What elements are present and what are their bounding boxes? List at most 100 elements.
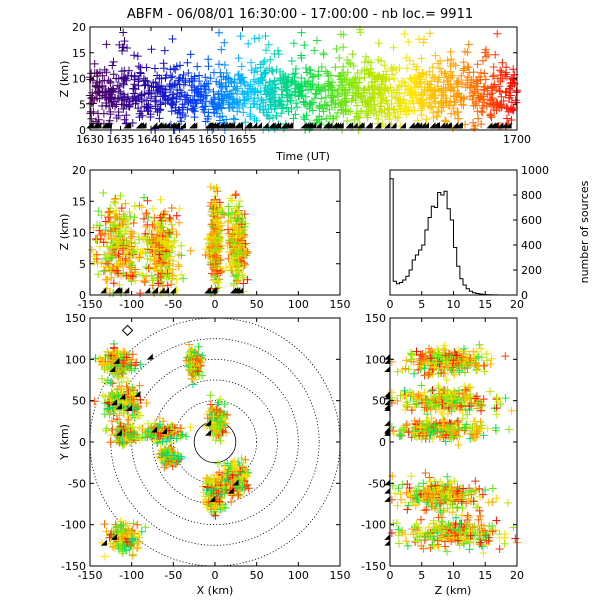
x-z-point xyxy=(231,214,240,223)
x-z-point xyxy=(212,238,221,247)
time-height-point xyxy=(404,103,412,112)
time-height-point xyxy=(224,93,233,102)
time-height-point xyxy=(204,55,213,64)
time-height-point xyxy=(422,115,431,124)
x-z-point xyxy=(103,242,112,251)
time-height-station xyxy=(246,122,253,129)
time-height-point xyxy=(250,114,259,123)
time-height-point xyxy=(177,117,186,126)
time-height-point xyxy=(310,46,319,55)
time-height-point xyxy=(207,97,216,106)
time-height-point xyxy=(487,89,496,98)
time-height-point xyxy=(463,76,471,85)
time-height-point xyxy=(181,112,190,120)
x-z-point xyxy=(216,219,225,228)
time-height-point xyxy=(289,39,298,48)
time-height-point xyxy=(293,80,301,89)
time-height-point xyxy=(366,64,375,73)
time-height-point xyxy=(109,70,118,79)
z-y-point xyxy=(493,393,502,402)
time-height-point xyxy=(339,62,348,71)
x-z-point xyxy=(112,206,121,215)
time-height-point xyxy=(229,114,238,123)
x-z-point xyxy=(115,215,124,224)
time-height-point xyxy=(480,86,489,95)
time-height-point xyxy=(505,91,514,100)
time-height-xtick-label: 1635 xyxy=(107,133,135,146)
time-height-point xyxy=(259,98,268,107)
time-height-point xyxy=(353,69,362,77)
time-height-point xyxy=(332,112,341,121)
time-height-point xyxy=(274,50,283,59)
x-y-station xyxy=(146,353,153,360)
time-height-point xyxy=(375,71,384,80)
time-height-point xyxy=(137,90,146,99)
time-height-point xyxy=(272,84,280,93)
time-height-point xyxy=(458,80,466,89)
time-height-point xyxy=(343,68,352,77)
x-z-point xyxy=(211,216,220,225)
time-height-point xyxy=(120,115,129,124)
time-height-point xyxy=(419,38,428,47)
time-height-station xyxy=(160,122,167,129)
time-height-xtick-label: 1700 xyxy=(503,133,531,146)
time-height-point xyxy=(175,92,184,101)
time-height-point xyxy=(477,120,486,129)
time-height-point xyxy=(505,84,514,93)
x-z-point xyxy=(135,253,144,262)
time-height-point xyxy=(348,94,357,103)
x-y-point xyxy=(98,374,106,383)
x-z-point xyxy=(147,271,156,280)
time-height-point xyxy=(310,94,319,103)
time-height-point xyxy=(428,71,437,80)
time-height-point xyxy=(278,104,287,113)
x-z-point xyxy=(231,238,240,247)
x-y-point xyxy=(108,425,117,434)
x-z-point xyxy=(149,274,158,283)
time-height-point xyxy=(250,34,259,43)
x-z-point xyxy=(208,220,216,229)
time-height-point xyxy=(195,77,204,86)
time-height-point xyxy=(247,58,255,67)
time-height-point xyxy=(169,64,178,73)
x-z-point xyxy=(210,262,219,271)
time-height-point xyxy=(491,50,500,59)
x-z-point xyxy=(232,190,241,199)
x-z-point xyxy=(120,242,129,251)
time-height-point xyxy=(479,56,487,65)
time-height-point xyxy=(395,102,404,111)
x-z-point xyxy=(156,228,165,237)
time-height-point xyxy=(183,105,192,114)
time-height-point xyxy=(407,90,415,99)
time-height-point xyxy=(474,93,483,102)
time-height-point xyxy=(284,107,293,116)
time-height-point xyxy=(375,107,384,115)
x-z-point xyxy=(127,277,136,286)
time-height-point xyxy=(431,99,440,108)
time-height-point xyxy=(168,93,177,102)
x-z-point xyxy=(168,271,177,280)
x-z-point xyxy=(241,239,250,248)
time-height-point xyxy=(272,65,281,74)
x-z-point xyxy=(162,240,171,249)
x-z-point xyxy=(155,241,164,250)
x-z-point xyxy=(118,220,127,229)
time-height-point xyxy=(457,71,466,80)
x-z-point xyxy=(212,253,221,262)
time-height-point xyxy=(368,68,376,77)
time-height-point xyxy=(497,67,506,76)
time-height-point xyxy=(108,61,117,70)
time-height-station xyxy=(306,122,313,129)
x-y-point xyxy=(123,377,132,386)
x-y-xtick-label: -50 xyxy=(164,569,182,582)
time-height-station xyxy=(429,122,436,129)
time-height-point xyxy=(331,63,340,72)
time-height-station xyxy=(422,122,430,129)
x-y-ytick-label: 0 xyxy=(79,436,86,449)
time-height-point xyxy=(353,101,361,110)
time-height-point xyxy=(170,80,179,89)
x-y-ytick-label: -100 xyxy=(61,519,86,532)
x-z-point xyxy=(228,196,236,205)
time-height-point xyxy=(430,73,439,82)
time-height-point xyxy=(509,104,518,113)
